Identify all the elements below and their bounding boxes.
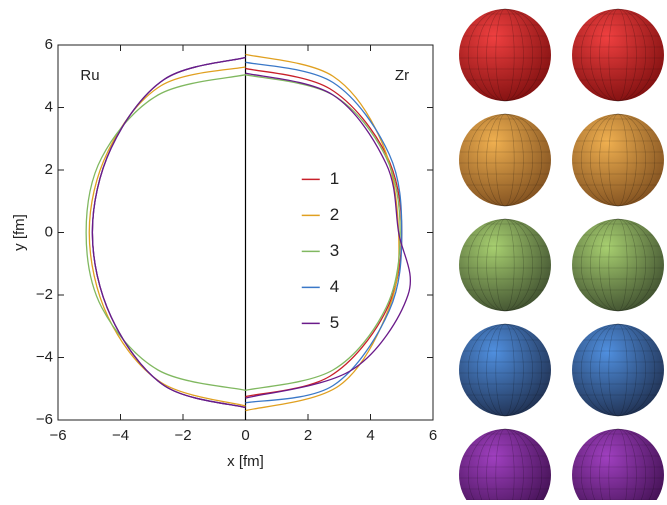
sphere-images xyxy=(459,9,664,500)
chart: −6 −4 −2 0 2 4 6 −6 −4 −2 0 2 4 6 x [fm] y [fm] Ru Zr 1 2 3 4… xyxy=(0,0,667,500)
sphere xyxy=(459,429,551,500)
y-tick-label: 4 xyxy=(45,98,53,115)
legend-label: 5 xyxy=(330,313,339,332)
sphere xyxy=(459,9,551,101)
plot: −6 −4 −2 0 2 4 6 −6 −4 −2 0 2 4 6 x [fm] y [fm] Ru Zr 1 2 3 4… xyxy=(11,36,437,470)
sphere xyxy=(459,324,551,416)
y-tick-label: 0 xyxy=(45,223,53,240)
sphere xyxy=(572,114,664,206)
x-tick-label: 6 xyxy=(429,427,437,444)
contour-line xyxy=(86,75,400,391)
x-tick-label: −4 xyxy=(112,427,129,444)
legend-label: 4 xyxy=(330,277,339,296)
y-tick-label: −6 xyxy=(36,411,53,428)
sphere xyxy=(459,219,551,311)
sphere xyxy=(572,219,664,311)
y-tick-label: 6 xyxy=(45,36,53,53)
legend-label: 2 xyxy=(330,205,339,224)
sphere xyxy=(459,114,551,206)
x-tick-label: 2 xyxy=(304,427,312,444)
annotation: Ru xyxy=(80,67,99,84)
sphere xyxy=(572,9,664,101)
y-tick-label: 2 xyxy=(45,161,53,178)
y-tick-label: −2 xyxy=(36,286,53,303)
x-axis-label: x [fm] xyxy=(227,453,264,470)
x-tick-label: −6 xyxy=(49,427,66,444)
sphere xyxy=(572,429,664,500)
legend-label: 3 xyxy=(330,241,339,260)
sphere xyxy=(572,324,664,416)
y-tick-label: −4 xyxy=(36,348,53,365)
y-axis-label: y [fm] xyxy=(11,214,28,251)
legend-label: 1 xyxy=(330,169,339,188)
x-tick-label: 4 xyxy=(366,427,374,444)
x-tick-label: 0 xyxy=(241,427,249,444)
x-tick-label: −2 xyxy=(174,427,191,444)
contour-line xyxy=(92,58,401,408)
annotation: Zr xyxy=(395,67,409,84)
